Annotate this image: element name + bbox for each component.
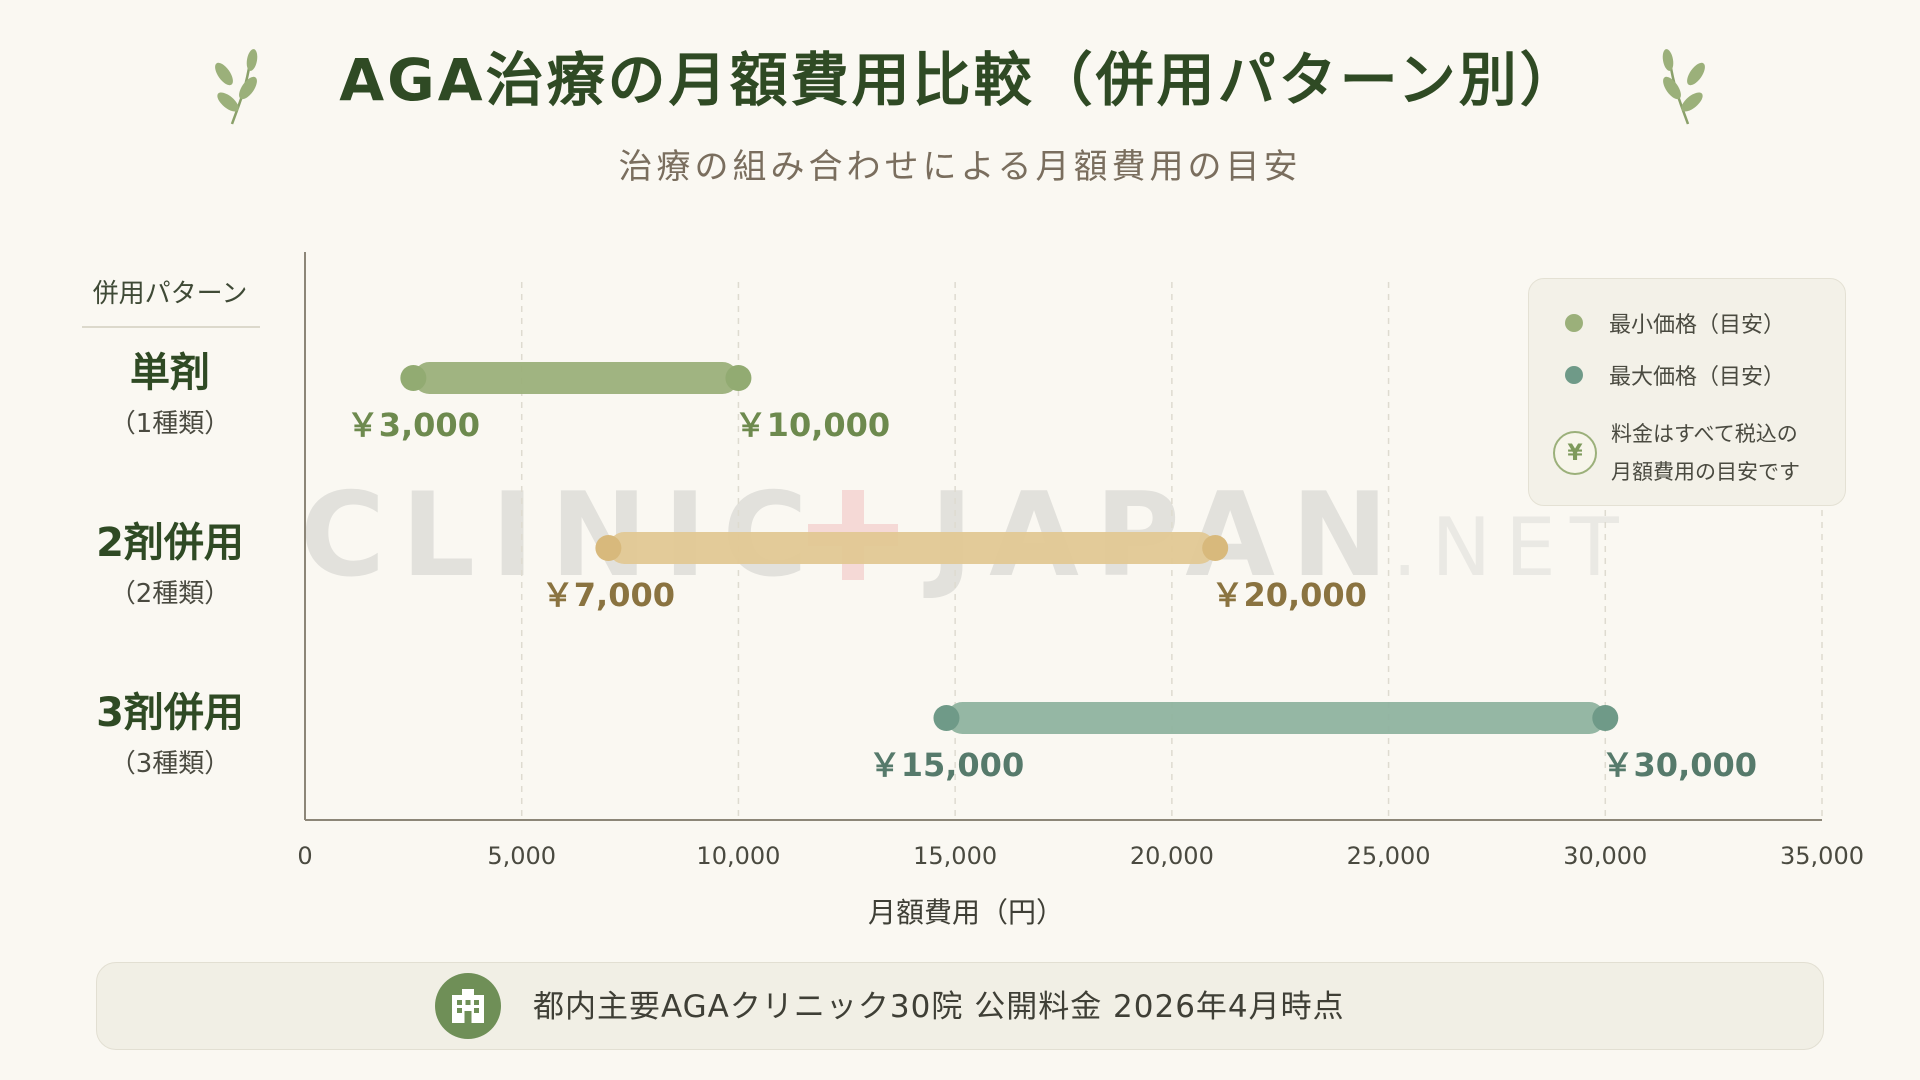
leaf-right-icon — [1662, 49, 1705, 125]
min-point — [595, 535, 622, 561]
max-point — [725, 365, 752, 391]
chart-subtitle: 治療の組み合わせによる月額費用の目安 — [619, 147, 1302, 187]
category-name: 単剤 — [130, 350, 210, 396]
x-tick-label: 0 — [297, 842, 312, 870]
range-bar — [608, 532, 1216, 564]
legend-min-label: 最小価格（目安） — [1609, 313, 1786, 338]
category-name: 3剤併用 — [96, 690, 244, 736]
x-tick-label: 5,000 — [487, 842, 556, 870]
min-point — [400, 365, 427, 391]
max-value-label: ￥10,000 — [735, 406, 891, 444]
y-axis-header: 併用パターン — [93, 279, 248, 309]
min-value-label: ￥15,000 — [869, 746, 1025, 784]
yen-icon: ¥ — [1553, 431, 1597, 475]
range-bar — [413, 362, 739, 394]
category-sub: （2種類） — [110, 579, 231, 609]
legend: 最小価格（目安） 最大価格（目安） ¥ 料金はすべて税込の 月額費用の目安です — [1528, 278, 1846, 506]
legend-note: ¥ 料金はすべて税込の 月額費用の目安です — [1553, 415, 1800, 491]
legend-note-line1: 料金はすべて税込の — [1611, 422, 1798, 446]
axis-layer: 0 5,000 10,000 15,000 20,000 25,000 30,000 35,0… — [297, 252, 1864, 870]
x-axis-label: 月額費用（円） — [868, 896, 1064, 929]
legend-max-dot — [1565, 366, 1583, 384]
x-tick-label: 10,000 — [696, 842, 780, 870]
min-value-label: ￥7,000 — [542, 576, 675, 614]
x-tick-label: 15,000 — [913, 842, 997, 870]
max-point — [1202, 535, 1229, 561]
max-point — [1592, 705, 1619, 731]
leaf-left-icon — [215, 49, 258, 125]
range-bars: ￥3,000 ￥10,000 ￥7,000 ￥20,000 ￥15,000 ￥30,000 — [347, 362, 1757, 784]
source-footer: 都内主要AGAクリニック30院 公開料金 2026年4月時点 — [96, 962, 1824, 1050]
x-tick-label: 20,000 — [1130, 842, 1214, 870]
x-tick-label: 25,000 — [1347, 842, 1431, 870]
category-sub: （3種類） — [110, 749, 231, 779]
legend-item-max: 最大価格（目安） — [1565, 359, 1785, 391]
building-icon — [435, 973, 501, 1039]
range-bar — [946, 702, 1606, 734]
x-tick-label: 35,000 — [1780, 842, 1864, 870]
category-name: 2剤併用 — [96, 520, 244, 566]
source-text: 都内主要AGAクリニック30院 公開料金 2026年4月時点 — [533, 989, 1345, 1025]
category-labels: 単剤 （1種類） 2剤併用 （2種類） 3剤併用 （3種類） — [96, 350, 244, 779]
min-point — [933, 705, 960, 731]
legend-min-dot — [1565, 314, 1583, 332]
x-tick-label: 30,000 — [1563, 842, 1647, 870]
legend-note-text: 料金はすべて税込の 月額費用の目安です — [1611, 415, 1800, 491]
category-sub: （1種類） — [110, 409, 231, 439]
min-value-label: ￥3,000 — [347, 406, 480, 444]
legend-item-min: 最小価格（目安） — [1565, 307, 1785, 339]
legend-max-label: 最大価格（目安） — [1609, 365, 1786, 390]
max-value-label: ￥20,000 — [1211, 576, 1367, 614]
legend-note-line2: 月額費用の目安です — [1611, 460, 1800, 484]
watermark-net: .NET — [1392, 501, 1633, 594]
chart-title: AGA治療の月額費用比較（併用パターン別） — [339, 46, 1580, 114]
max-value-label: ￥30,000 — [1602, 746, 1758, 784]
